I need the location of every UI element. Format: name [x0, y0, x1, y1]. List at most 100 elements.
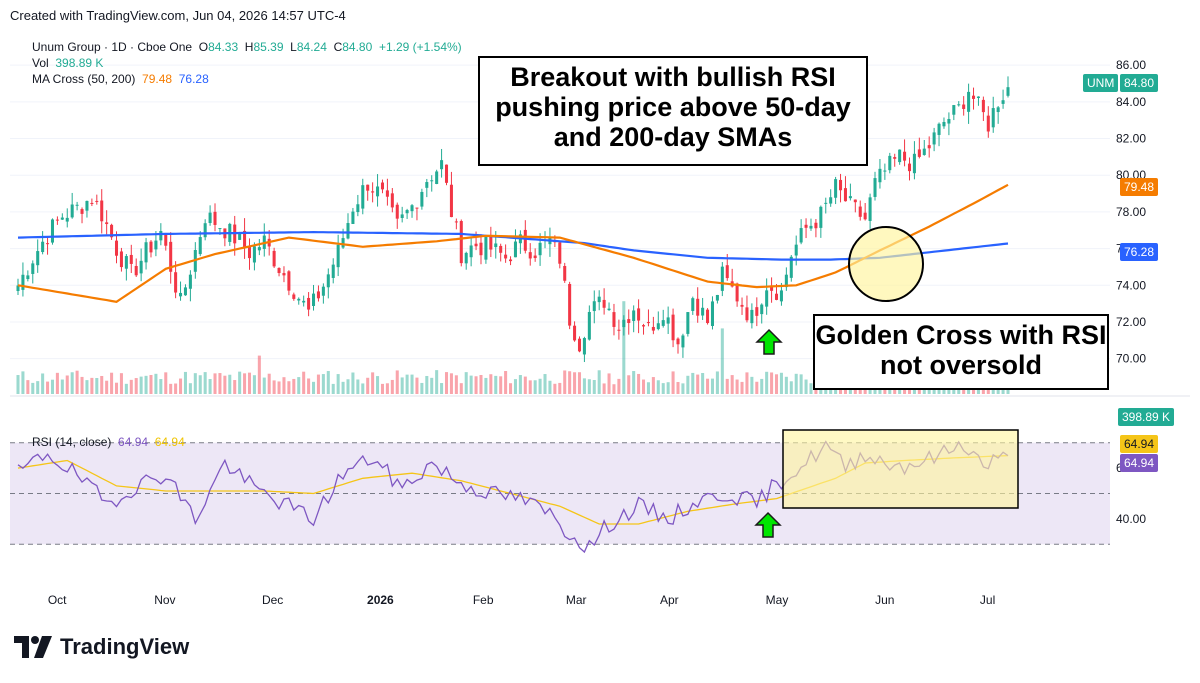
- volume-bar: [563, 370, 567, 394]
- volume-bar: [154, 373, 158, 394]
- x-axis: Oct Nov Dec 2026 Feb Mar Apr May Jun Jul: [48, 593, 995, 607]
- ma50-price-label: 79.48: [1120, 178, 1159, 196]
- candle: [666, 306, 670, 334]
- volume-bar: [760, 378, 764, 394]
- candle: [479, 234, 483, 265]
- volume-bar: [494, 375, 498, 394]
- volume-bar: [302, 371, 306, 394]
- volume-value: 398.89 K: [55, 56, 104, 70]
- candle: [459, 219, 463, 267]
- volume-bar: [316, 374, 320, 394]
- volume-bar: [139, 376, 143, 394]
- candle: [868, 193, 872, 229]
- volume-bar: [188, 383, 192, 394]
- candle: [444, 164, 449, 186]
- candle: [21, 262, 25, 297]
- rsi-legend[interactable]: RSI (14, close) 64.94 64.94: [32, 435, 185, 449]
- chart-frame[interactable]: 86.0084.0082.0080.0078.0076.0074.0072.00…: [10, 34, 1190, 612]
- volume-bar: [454, 375, 458, 394]
- candle: [198, 231, 202, 257]
- volume-bar: [449, 373, 453, 394]
- candle: [124, 254, 128, 281]
- volume-bar: [720, 328, 724, 394]
- volume-bar: [390, 379, 394, 394]
- candle: [528, 243, 532, 266]
- volume-bar: [46, 381, 50, 394]
- volume-legend[interactable]: Vol 398.89 K: [32, 56, 104, 70]
- candle: [90, 198, 94, 207]
- volume-bar: [144, 375, 148, 394]
- volume-bar: [464, 372, 468, 394]
- volume-bar: [159, 379, 163, 394]
- candle: [740, 297, 744, 315]
- candle: [627, 309, 631, 335]
- candle: [371, 182, 375, 203]
- volume-bar: [257, 355, 261, 394]
- volume-bar: [179, 378, 183, 394]
- volume-bar: [287, 381, 291, 394]
- volume-bar: [558, 382, 562, 394]
- volume-bar: [238, 371, 242, 394]
- volume-bar: [65, 375, 69, 394]
- symbol-name[interactable]: Unum Group · 1D · Cboe One: [32, 40, 193, 54]
- candle: [55, 216, 59, 225]
- candle: [962, 96, 966, 116]
- candle: [814, 219, 818, 238]
- ma200-price-label: 76.28: [1120, 243, 1159, 261]
- volume-bar: [100, 375, 104, 394]
- candle: [119, 247, 123, 272]
- candle: [499, 243, 503, 262]
- volume-bar: [459, 383, 463, 394]
- price-axis-ticks: 86.0084.0082.0080.0078.0076.0074.0072.00…: [1116, 58, 1146, 365]
- candle: [750, 303, 754, 329]
- candle: [878, 159, 882, 189]
- candle: [149, 240, 153, 258]
- candle: [967, 83, 971, 124]
- candle: [484, 234, 488, 264]
- price-tick-label: 84.00: [1116, 95, 1146, 109]
- volume-bar: [425, 375, 429, 394]
- x-tick-label: Mar: [566, 593, 587, 607]
- price-tick-label: 86.00: [1116, 58, 1146, 72]
- volume-bar: [474, 376, 478, 394]
- candle: [430, 175, 434, 192]
- volume-bar: [95, 377, 99, 394]
- low-value: 84.24: [296, 40, 327, 54]
- candle: [799, 219, 803, 245]
- x-tick-label: Oct: [48, 593, 67, 607]
- volume-bar: [149, 374, 153, 394]
- candle: [903, 139, 907, 167]
- volume-bar: [60, 379, 64, 394]
- candle: [425, 178, 429, 198]
- x-tick-label: May: [766, 593, 789, 607]
- candle: [105, 210, 109, 235]
- candle: [642, 323, 646, 335]
- volume-bar: [223, 375, 227, 394]
- volume-bar: [701, 373, 705, 394]
- volume-bar: [602, 383, 606, 394]
- volume-bar: [725, 378, 729, 394]
- volume-bar: [671, 371, 675, 394]
- candle: [888, 152, 892, 174]
- tradingview-footer[interactable]: TradingView: [14, 634, 189, 660]
- candle: [883, 163, 887, 180]
- volume-bar: [174, 383, 178, 394]
- tradingview-brand[interactable]: TradingView: [60, 634, 190, 659]
- candle: [843, 176, 847, 202]
- candle: [563, 262, 567, 283]
- candle: [671, 308, 675, 348]
- volume-bar: [307, 378, 311, 394]
- volume-bar: [336, 374, 340, 394]
- candle: [848, 183, 852, 201]
- candle: [809, 218, 813, 231]
- volume-bar: [794, 373, 798, 394]
- symbol-legend[interactable]: Unum Group · 1D · Cboe One O84.33 H85.39…: [32, 40, 462, 54]
- candle: [134, 258, 138, 277]
- candle: [129, 244, 133, 274]
- candle: [558, 240, 562, 269]
- volume-bar: [740, 381, 744, 394]
- ma-cross-legend[interactable]: MA Cross (50, 200) 79.48 76.28: [32, 72, 209, 86]
- candle: [282, 266, 286, 283]
- candle: [819, 205, 823, 238]
